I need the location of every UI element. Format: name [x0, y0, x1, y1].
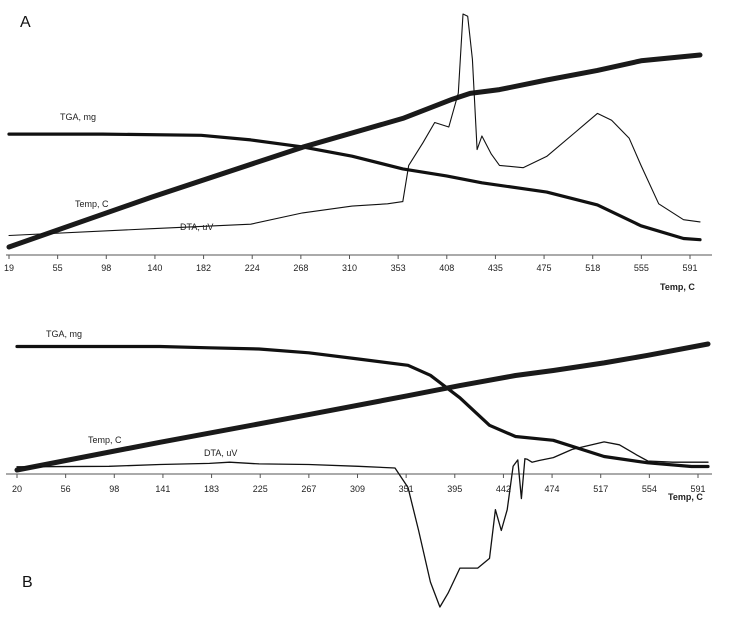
x-tick-label: 98 — [109, 484, 119, 494]
panel-a-x-axis-title: Temp, C — [660, 282, 695, 292]
x-tick-label: 518 — [585, 263, 600, 273]
x-tick-label: 224 — [245, 263, 260, 273]
x-tick-label: 408 — [439, 263, 454, 273]
x-tick-label: 475 — [537, 263, 552, 273]
series-line-tga — [7, 132, 702, 242]
panel-a-dta-label: DTA, uV — [180, 222, 213, 232]
panel-a: A 19 55 98 140 182 224 268 310 353 408 435 475 518 55… — [4, 13, 712, 292]
x-tick-label: 353 — [391, 263, 406, 273]
x-tick-label: 474 — [545, 484, 560, 494]
x-tick-label: 268 — [293, 263, 308, 273]
series-line-temp — [14, 341, 711, 473]
panel-a-x-ticks: 19 55 98 140 182 224 268 310 353 408 435 475 518 555 5… — [4, 254, 712, 273]
panel-a-tga-label: TGA, mg — [60, 112, 96, 122]
x-tick-label: 56 — [61, 484, 71, 494]
panel-b-x-axis-title: Temp, C — [668, 492, 703, 502]
panel-b-series — [14, 341, 711, 608]
x-tick-label: 435 — [488, 263, 503, 273]
x-tick-label: 183 — [204, 484, 219, 494]
x-tick-label: 267 — [301, 484, 316, 494]
panel-b-x-ticks: 20 56 98 141 183 225 267 309 351 395 442 474 517 554 5… — [6, 473, 712, 494]
x-tick-label: 395 — [447, 484, 462, 494]
x-tick-label: 140 — [147, 263, 162, 273]
x-tick-label: 591 — [690, 484, 705, 494]
x-tick-label: 20 — [12, 484, 22, 494]
panel-b: B 20 56 98 141 183 225 267 309 351 395 442 474 517 55… — [6, 329, 712, 608]
series-line-dta — [16, 441, 709, 608]
x-tick-label: 591 — [682, 263, 697, 273]
panel-b-tga-label: TGA, mg — [46, 329, 82, 339]
x-tick-label: 141 — [155, 484, 170, 494]
panel-a-label: A — [20, 14, 31, 31]
x-tick-label: 555 — [634, 263, 649, 273]
x-tick-label: 554 — [642, 484, 657, 494]
x-tick-label: 19 — [4, 263, 14, 273]
panel-b-temp-label: Temp, C — [88, 435, 122, 445]
panel-a-temp-label: Temp, C — [75, 199, 109, 209]
panel-b-label: B — [22, 574, 33, 591]
x-tick-label: 182 — [196, 263, 211, 273]
series-line-temp — [6, 52, 703, 250]
x-tick-label: 442 — [496, 484, 511, 494]
panel-b-dta-label: DTA, uV — [204, 448, 237, 458]
series-line-dta — [8, 13, 701, 237]
x-tick-label: 517 — [593, 484, 608, 494]
x-tick-label: 55 — [53, 263, 63, 273]
x-tick-label: 351 — [399, 484, 414, 494]
x-tick-label: 98 — [101, 263, 111, 273]
x-tick-label: 225 — [253, 484, 268, 494]
x-tick-label: 310 — [342, 263, 357, 273]
x-tick-label: 309 — [350, 484, 365, 494]
panel-a-series — [6, 13, 703, 250]
